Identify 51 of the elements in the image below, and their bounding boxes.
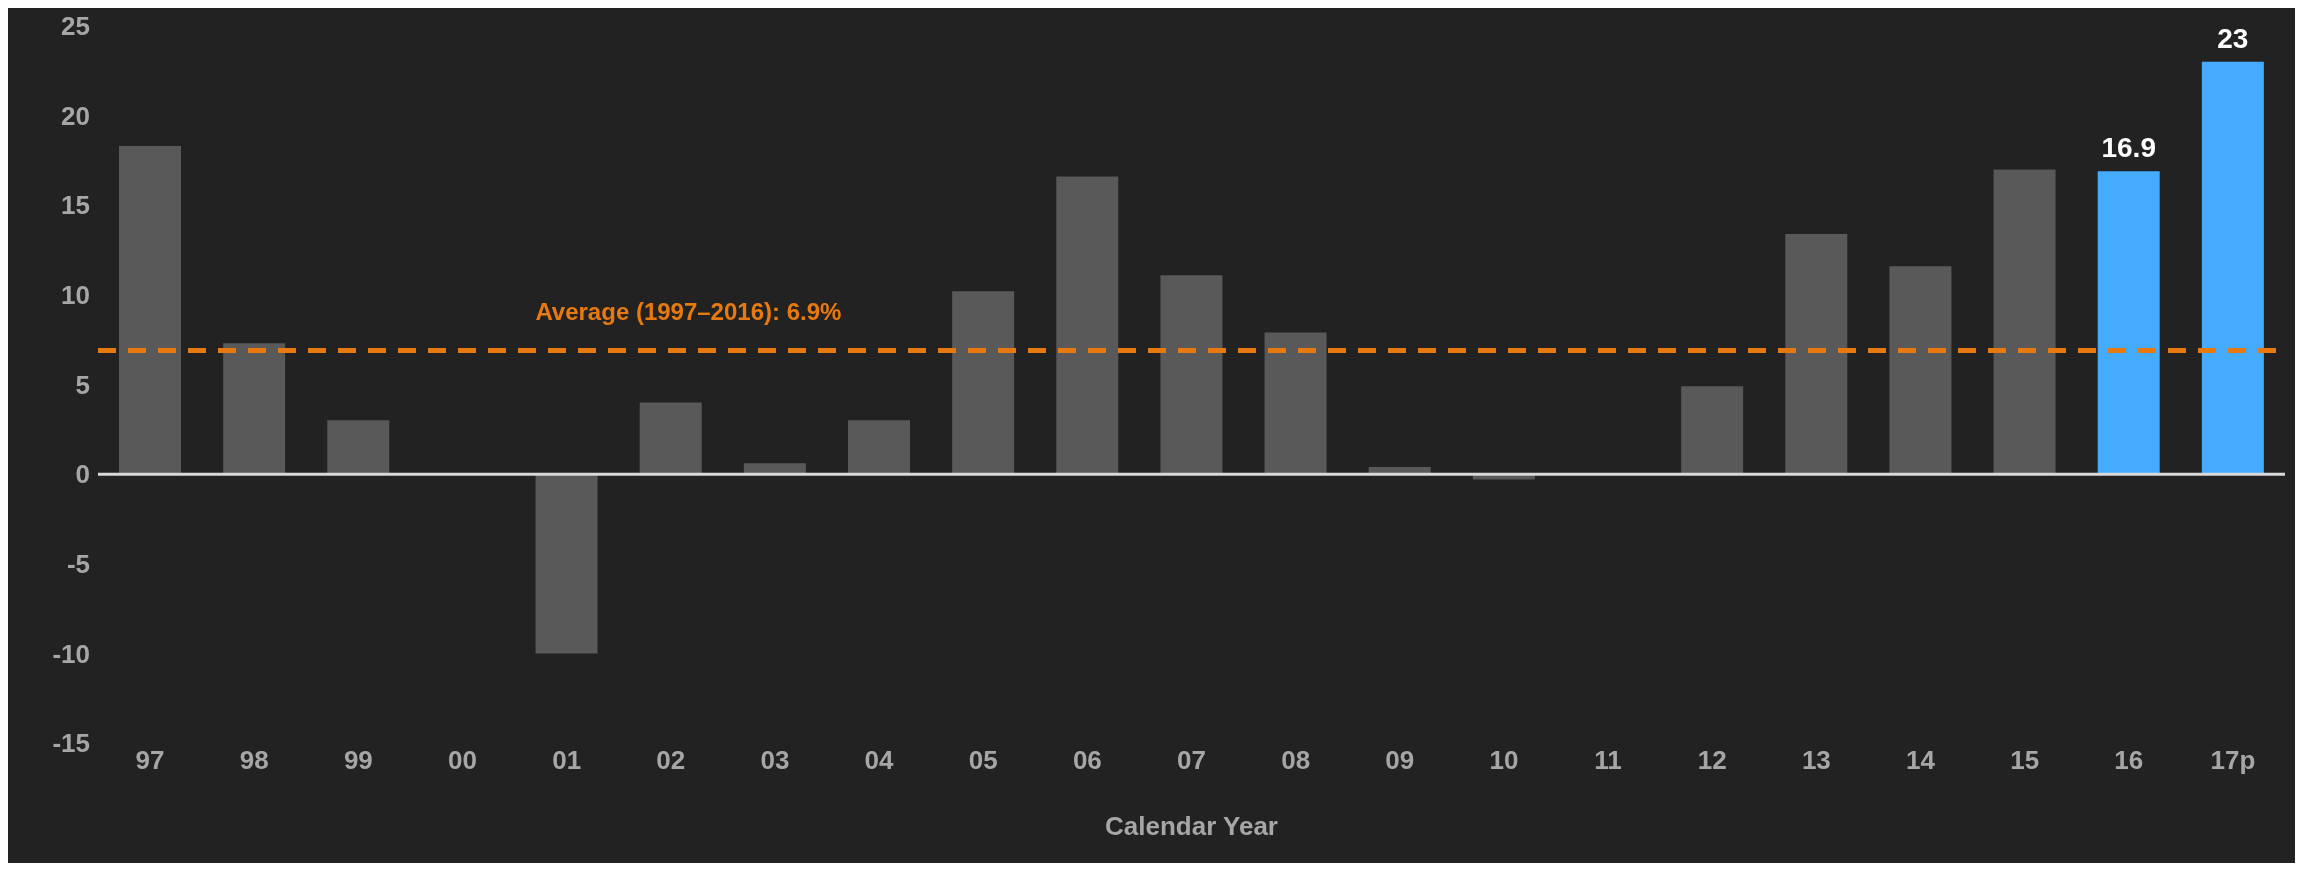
- x-tick-label: 17p: [2210, 745, 2256, 776]
- x-tick-label: 07: [1177, 745, 1206, 776]
- bar: [1889, 266, 1952, 475]
- x-tick-label: 03: [760, 745, 790, 776]
- bar: [1681, 386, 1744, 475]
- bar: [1160, 275, 1223, 475]
- x-axis-title: Calendar Year: [1105, 811, 1278, 841]
- bar: [1785, 233, 1848, 475]
- x-tick-label: 14: [1906, 745, 1936, 776]
- x-tick-label: 15: [2010, 745, 2040, 776]
- x-tick-label: 06: [1072, 745, 1102, 776]
- x-tick-label: 10: [1489, 745, 1519, 776]
- x-tick-label: 99: [343, 745, 373, 776]
- x-tick-label: 05: [968, 745, 998, 776]
- bar: [639, 402, 702, 475]
- bar: [952, 291, 1015, 475]
- x-tick-label: 97: [135, 745, 165, 776]
- y-tick-label: 0: [75, 459, 90, 490]
- x-tick-label: 16: [2114, 745, 2144, 776]
- x-tick-label: 04: [864, 745, 895, 776]
- y-tick-label: 25: [61, 11, 90, 42]
- bar: [1056, 176, 1119, 475]
- x-tick-label: 00: [448, 745, 477, 776]
- data-label: 16.9: [2101, 132, 2156, 164]
- bar: [535, 474, 598, 654]
- bar: [327, 420, 390, 475]
- bar: [223, 343, 286, 475]
- bar: [848, 420, 910, 475]
- bar: [1993, 169, 2056, 475]
- bar: [1264, 332, 1327, 475]
- x-tick-label: 09: [1385, 745, 1415, 776]
- x-tick-label: 01: [552, 745, 582, 776]
- y-tick-label: -10: [52, 638, 90, 669]
- x-tick-label: 98: [239, 745, 269, 776]
- bar: [2097, 171, 2160, 475]
- data-label: 23: [2217, 22, 2249, 54]
- bar: [743, 463, 806, 475]
- y-tick-label: 20: [61, 100, 90, 131]
- y-tick-label: -5: [66, 548, 90, 579]
- y-tick-label: -15: [52, 728, 90, 759]
- bar: [119, 146, 181, 475]
- x-tick-label: 12: [1697, 745, 1727, 776]
- x-tick-label: 02: [656, 745, 686, 776]
- bar: [2201, 61, 2264, 475]
- y-tick-label: 5: [75, 369, 90, 400]
- ref-line-label: Average (1997–2016): 6.9%: [535, 298, 842, 326]
- x-tick-label: 13: [1801, 745, 1831, 776]
- x-tick-label: 11: [1594, 745, 1622, 776]
- x-tick-label: 08: [1281, 745, 1311, 776]
- y-tick-label: 15: [61, 190, 90, 221]
- y-tick-label: 10: [61, 280, 90, 311]
